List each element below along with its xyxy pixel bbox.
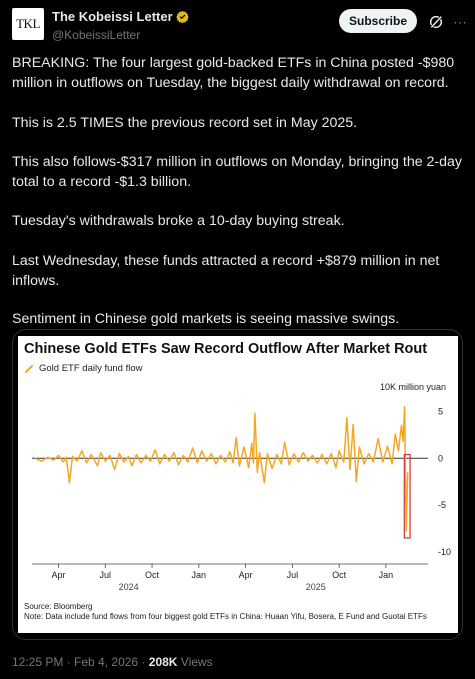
series-line <box>34 405 409 533</box>
tweet-paragraph: This also follows-$317 million in outflo… <box>12 154 463 190</box>
verified-badge-icon <box>175 11 189 24</box>
chart-legend: Gold ETF daily fund flow <box>24 363 143 374</box>
tweet-paragraph: Last Wednesday, these funds attracted a … <box>12 253 440 289</box>
source-text: Source: Bloomberg <box>24 602 93 611</box>
x-tick-label: Jul <box>287 570 299 580</box>
year-label: 2025 <box>306 582 326 592</box>
post-date[interactable]: Feb 4, 2026 <box>74 655 139 669</box>
views-label: Views <box>177 655 213 669</box>
y-tick-label: -5 <box>438 500 446 510</box>
tweet-header: TKL The Kobeissi Letter @KobeissiLetter … <box>12 8 467 42</box>
y-tick-label: 0 <box>438 453 443 463</box>
year-label: 2024 <box>119 582 139 592</box>
x-tick-label: Jan <box>192 570 207 580</box>
views-count: 208K <box>148 655 178 669</box>
tweet-paragraph: BREAKING: The four largest gold-backed E… <box>12 55 455 91</box>
x-tick-label: Apr <box>239 570 253 580</box>
x-tick-label: Jul <box>100 570 112 580</box>
legend-swatch <box>24 364 34 373</box>
y-tick-label: 5 <box>438 406 443 416</box>
grok-icon[interactable] <box>428 14 444 30</box>
chart-title: Chinese Gold ETFs Saw Record Outflow Aft… <box>24 341 428 357</box>
chart-source: Source: Bloomberg Note: Data include fun… <box>24 602 449 622</box>
tweet-paragraph: Tuesday's withdrawals broke a 10-day buy… <box>12 213 345 229</box>
chart-image[interactable]: Chinese Gold ETFs Saw Record Outflow Aft… <box>12 329 463 640</box>
x-tick-label: Apr <box>51 570 65 580</box>
author-info[interactable]: The Kobeissi Letter @KobeissiLetter <box>52 8 189 42</box>
display-name[interactable]: The Kobeissi Letter <box>52 9 173 25</box>
tweet-meta: 12:25 PM · Feb 4, 2026 · 208K Views <box>12 655 213 669</box>
meta-separator: · <box>63 655 75 669</box>
avatar[interactable]: TKL <box>12 8 44 40</box>
meta-separator: · <box>138 655 149 669</box>
handle[interactable]: @KobeissiLetter <box>52 28 141 42</box>
x-tick-label: Oct <box>332 570 347 580</box>
more-icon[interactable]: ⋯ <box>453 14 467 30</box>
post-time[interactable]: 12:25 PM <box>12 655 64 669</box>
highlight-box <box>403 453 411 539</box>
x-tick-label: Jan <box>379 570 394 580</box>
note-text: Note: Data include fund flows from four … <box>24 612 427 621</box>
x-tick-label: Oct <box>145 570 160 580</box>
legend-label: Gold ETF daily fund flow <box>39 363 143 374</box>
unit-label: 10K million yuan <box>379 382 446 392</box>
chart-panel: Chinese Gold ETFs Saw Record Outflow Aft… <box>18 336 458 633</box>
tweet-paragraph: Sentiment in Chinese gold markets is see… <box>12 311 400 327</box>
y-tick-label: -10 <box>438 547 451 557</box>
subscribe-button[interactable]: Subscribe <box>339 9 417 33</box>
tweet-paragraph: This is 2.5 TIMES the previous record se… <box>12 115 358 131</box>
chart-plot: 5 0 -5 -10 Apr Jul Oct Jan Apr Jul Oct Jan 2024 2025 <box>32 405 451 592</box>
